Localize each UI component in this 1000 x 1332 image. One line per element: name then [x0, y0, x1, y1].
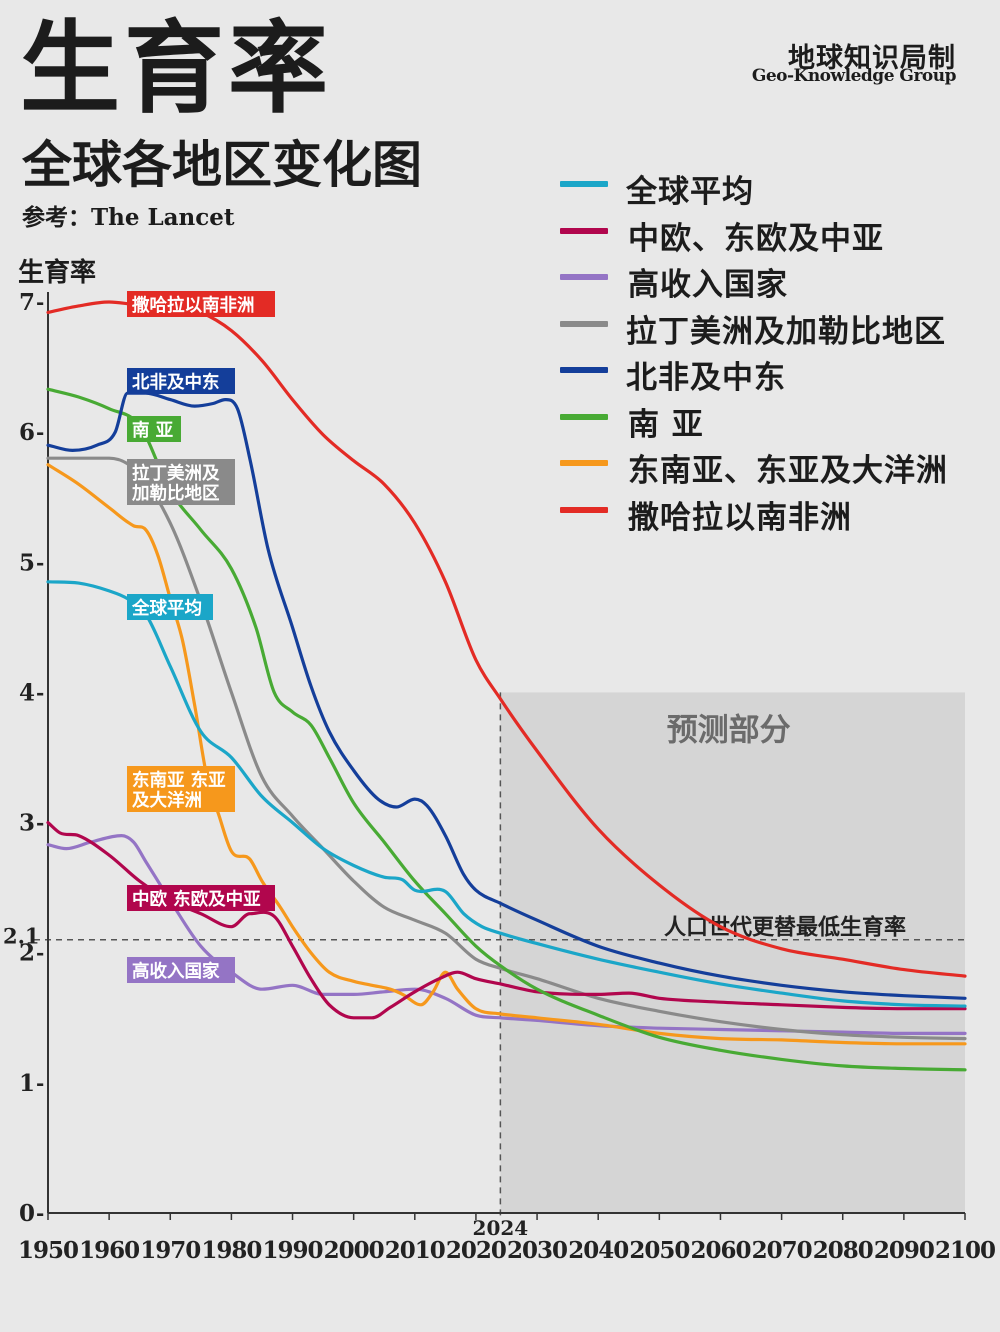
main-title: 生育率	[20, 9, 332, 127]
series-label-text: 撒哈拉以南非洲	[132, 295, 255, 316]
legend-swatch-sub-saharan-africa	[560, 506, 608, 513]
y-tick-label: 6	[19, 419, 35, 446]
y-tick-label: 7	[19, 289, 35, 316]
legend-label: 南 亚	[628, 406, 704, 443]
series-label-box	[127, 291, 275, 317]
legend-label: 高收入国家	[628, 267, 788, 303]
y-tick-mark: -	[36, 550, 44, 574]
source-note: 参考：The Lancet	[22, 204, 235, 231]
series-label-box	[127, 766, 235, 812]
series-label-7: 撒哈拉以南非洲	[127, 291, 275, 317]
x-tick-label: 1990	[263, 1237, 323, 1264]
series-label-0: 全球平均	[127, 594, 213, 620]
forecast-region-label: 预测部分	[667, 712, 791, 748]
y-tick-label: 2	[19, 940, 35, 967]
y-tick-label: 0	[19, 1200, 35, 1227]
series-label-box	[127, 885, 275, 911]
series-label-text: 高收入国家	[132, 961, 220, 982]
legend-label: 北非及中东	[626, 360, 786, 396]
series-line-0	[46, 580, 967, 1008]
series-label-4: 北非及中东	[127, 368, 235, 394]
legend-label: 东南亚、东亚及大洋洲	[628, 453, 948, 489]
series-label-box	[127, 459, 235, 505]
y-tick-mark: -	[36, 1201, 44, 1225]
x-tick-label: 2090	[874, 1237, 934, 1264]
legend-label: 拉丁美洲及加勒比地区	[626, 313, 946, 350]
legend-label: 全球平均	[626, 174, 754, 210]
marker-year-label: 2024	[473, 1216, 529, 1240]
series-label-text: 及大洋洲	[132, 790, 202, 811]
x-tick-label: 1970	[140, 1237, 200, 1264]
legend-label: 撒哈拉以南非洲	[628, 499, 852, 536]
series-label-box	[127, 416, 181, 442]
x-tick-label: 2020	[446, 1237, 506, 1264]
series-label-6: 东南亚 东亚及大洋洲	[127, 766, 235, 812]
x-tick-label: 2060	[690, 1237, 750, 1264]
x-tick-label: 2050	[629, 1237, 689, 1264]
x-tick-label: 2010	[385, 1237, 445, 1264]
y-tick-mark: -	[36, 811, 44, 835]
series-label-text: 全球平均	[131, 598, 202, 619]
x-tick-label: 2070	[752, 1237, 812, 1264]
series-label-text: 南 亚	[132, 420, 174, 441]
series-label-box	[127, 594, 213, 620]
y-tick-mark: -	[36, 941, 44, 965]
x-tick-label: 2030	[507, 1237, 567, 1264]
series-label-text: 拉丁美洲及	[132, 463, 220, 484]
series-label-text: 中欧 东欧及中亚	[132, 889, 261, 910]
legend-swatch-latin-america	[560, 320, 608, 327]
y-tick-mark: -	[36, 1071, 44, 1095]
x-tick-label: 2100	[935, 1237, 995, 1264]
y-tick-label: 4	[19, 679, 35, 706]
y-axis-title: 生育率	[18, 258, 97, 288]
x-tick-label: 2000	[324, 1237, 384, 1264]
y-tick-mark: -	[36, 680, 44, 704]
series-label-text: 东南亚 东亚	[132, 770, 226, 791]
brand-name-english: Geo-Knowledge Group	[751, 66, 957, 86]
replacement-rate-label: 人口世代更替最低生育率	[664, 915, 906, 941]
series-label-text: 加勒比地区	[131, 483, 220, 504]
x-tick-label: 1980	[201, 1237, 261, 1264]
series-label-box	[127, 368, 235, 394]
series-line-4	[46, 391, 967, 1000]
series-line-2	[46, 834, 967, 1035]
x-tick-label: 2080	[813, 1237, 873, 1264]
series-line-3	[46, 456, 967, 1041]
x-tick-label: 1960	[79, 1237, 139, 1264]
y-tick-label: 1	[19, 1070, 35, 1097]
series-label-box	[127, 957, 235, 983]
series-label-text: 北非及中东	[132, 372, 220, 393]
x-tick-label: 1950	[18, 1237, 78, 1264]
series-label-5: 南 亚	[127, 416, 181, 442]
legend-swatch-north-africa-middle-east	[560, 367, 608, 373]
legend-swatch-southeast-east-asia-oceania	[560, 460, 608, 466]
series-label-1: 中欧 东欧及中亚	[127, 885, 275, 911]
legend-swatch-global-average	[560, 181, 608, 187]
legend-swatch-south-asia	[560, 413, 608, 420]
replacement-rate-tick-label: 2.1	[3, 924, 40, 949]
x-tick-label: 2040	[568, 1237, 628, 1264]
y-tick-label: 5	[19, 549, 35, 576]
brand-name: 地球知识局制	[788, 43, 956, 74]
series-label-3: 拉丁美洲及加勒比地区	[127, 459, 235, 505]
y-tick-mark: -	[36, 420, 44, 444]
legend-swatch-high-income	[560, 274, 608, 280]
legend-swatch-central-eastern-europe	[560, 227, 608, 234]
y-tick-label: 3	[19, 810, 35, 837]
subtitle: 全球各地区变化图	[22, 135, 422, 194]
series-label-2: 高收入国家	[127, 957, 235, 983]
y-tick-mark: -	[36, 290, 44, 314]
legend-label: 中欧、东欧及中亚	[628, 220, 884, 257]
